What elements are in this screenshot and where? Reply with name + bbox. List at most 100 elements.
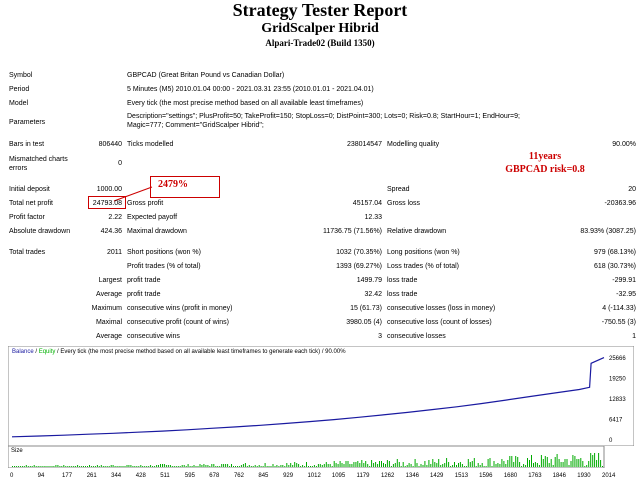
size-bar: [31, 466, 33, 467]
balance-series-line: [11, 357, 605, 438]
max-consec-losses-label: consecutive losses (loss in money): [387, 305, 496, 312]
size-bar: [77, 465, 79, 467]
size-bar: [479, 465, 481, 467]
deposit-value: 1000.00: [96, 186, 122, 193]
size-bar: [463, 466, 465, 467]
size-bar: [280, 465, 282, 467]
x-tick-label: 344: [111, 473, 122, 479]
x-tick-label: 1346: [406, 473, 420, 479]
size-bar: [357, 461, 359, 467]
size-bar: [471, 461, 473, 467]
size-bar: [150, 465, 152, 467]
profit-factor-value: 2.22: [108, 214, 122, 221]
size-bar: [341, 463, 343, 467]
x-tick-label: 0: [10, 473, 14, 479]
size-bar: [33, 465, 35, 467]
max-consec-profit-label: consecutive profit (count of wins): [127, 319, 229, 326]
avg-consec-wins-label: consecutive wins: [127, 333, 180, 340]
size-bar: [55, 465, 57, 467]
size-bar: [71, 466, 73, 467]
size-bar: [183, 465, 185, 467]
quality-value: 90.00%: [612, 141, 636, 148]
largest-loss-label: loss trade: [387, 277, 418, 284]
absolute-drawdown-value: 424.36: [100, 228, 122, 235]
size-bar: [540, 455, 542, 467]
size-bar: [349, 464, 351, 467]
size-bar: [268, 466, 270, 467]
size-bar: [181, 465, 183, 467]
size-bar: [282, 465, 284, 467]
size-bar: [258, 465, 260, 467]
size-bar: [83, 466, 84, 467]
size-bar: [408, 463, 410, 467]
y-tick-label: 6417: [609, 417, 623, 423]
size-bar: [90, 466, 92, 467]
size-bar: [49, 466, 51, 467]
x-tick-label: 1429: [430, 473, 444, 479]
avg-consec-losses-label: consecutive losses: [387, 333, 446, 340]
size-bar: [572, 455, 574, 467]
x-tick-label: 1012: [307, 473, 321, 479]
average-loss-value: -32.95: [616, 291, 636, 298]
net-profit-label: Total net profit: [9, 200, 53, 207]
size-bar: [345, 461, 347, 467]
size-bar: [106, 466, 108, 467]
size-bar: [217, 466, 219, 467]
size-bar: [197, 466, 199, 467]
size-bar: [134, 466, 136, 467]
size-bar: [12, 466, 13, 467]
largest-profit-label: profit trade: [127, 277, 161, 284]
size-bar: [219, 466, 221, 467]
size-bar: [317, 464, 319, 467]
size-bar: [469, 462, 471, 467]
size-bar: [238, 466, 240, 467]
size-bar: [321, 465, 323, 467]
size-bar: [177, 466, 179, 467]
size-bar: [596, 460, 598, 467]
size-bar: [329, 464, 331, 467]
size-bar: [142, 466, 144, 467]
size-bar: [436, 463, 438, 467]
size-chart: [8, 446, 605, 468]
size-bar: [19, 466, 21, 467]
short-positions-value: 1032 (70.35%): [336, 249, 382, 256]
size-bar: [104, 466, 106, 467]
size-bar: [456, 465, 457, 467]
size-bar: [568, 465, 570, 467]
size-bar: [286, 463, 288, 467]
size-bar: [160, 464, 161, 467]
x-tick-label: 177: [62, 473, 73, 479]
balance-chart: 25666 19250 12833 6417 0: [8, 346, 634, 446]
x-tick-label: 929: [283, 473, 294, 479]
size-bar: [416, 463, 418, 467]
params-value-line2: Magic=777; Comment="GridScalper Hibrid";: [127, 122, 264, 129]
profit-factor-label: Profit factor: [9, 214, 45, 221]
size-bar: [256, 466, 258, 467]
size-bar: [523, 464, 525, 467]
size-bar: [148, 466, 150, 467]
size-bar: [521, 466, 523, 467]
model-value: Every tick (the most precise method base…: [127, 100, 364, 107]
size-bar: [191, 466, 193, 467]
deposit-label: Initial deposit: [9, 186, 50, 193]
max-consec-wins-value: 15 (61.73): [350, 305, 382, 312]
size-bar: [483, 466, 485, 467]
size-bar: [248, 465, 250, 467]
profit-trades-label: Profit trades (% of total): [127, 263, 201, 270]
size-bar: [558, 459, 560, 467]
size-bar: [213, 464, 215, 467]
size-bar: [14, 466, 15, 467]
size-bar: [73, 466, 75, 467]
size-bar: [536, 463, 538, 467]
size-bar: [240, 465, 242, 467]
size-bar: [250, 466, 252, 467]
size-bar: [323, 464, 325, 467]
size-bar: [499, 464, 501, 467]
size-bar: [53, 466, 55, 467]
size-bar: [311, 466, 313, 467]
size-bar: [570, 461, 572, 467]
size-bar: [165, 465, 167, 467]
size-bar: [434, 462, 436, 467]
size-bar: [564, 459, 566, 467]
size-bar: [185, 466, 187, 467]
